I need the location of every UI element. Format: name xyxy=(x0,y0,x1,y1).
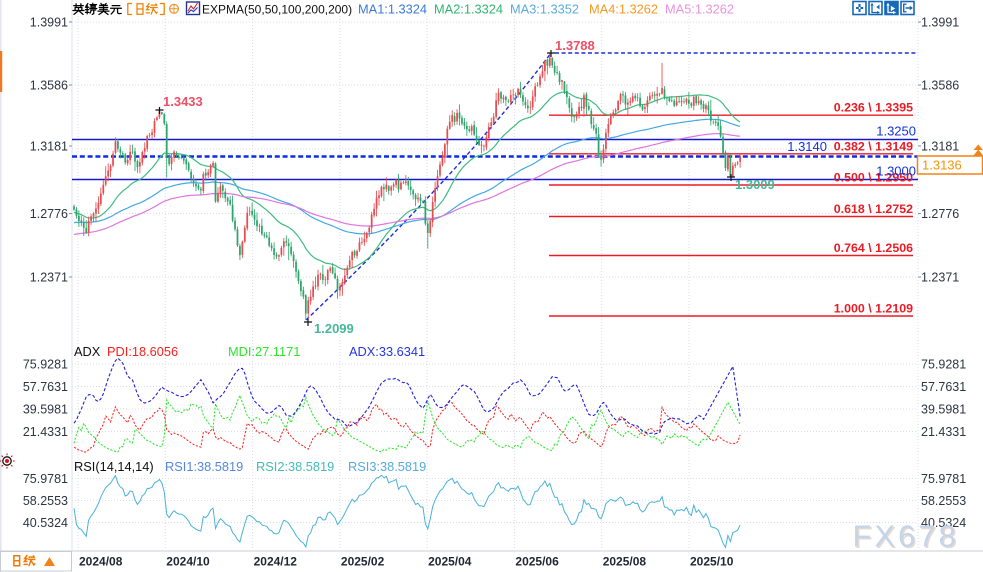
svg-text:1.3586: 1.3586 xyxy=(921,78,959,92)
svg-text:21.4331: 21.4331 xyxy=(921,425,966,439)
svg-text:1.3009: 1.3009 xyxy=(735,177,775,192)
svg-text:MDI:27.1171: MDI:27.1171 xyxy=(228,344,300,359)
svg-text:1.3250: 1.3250 xyxy=(876,124,916,139)
svg-text:39.5981: 39.5981 xyxy=(921,402,966,416)
svg-text:75.9781: 75.9781 xyxy=(23,472,68,486)
svg-text:1.3788: 1.3788 xyxy=(555,38,595,53)
svg-text:2024/08: 2024/08 xyxy=(79,555,123,569)
svg-text:EXPMA(50,50,100,200,200): EXPMA(50,50,100,200,200) xyxy=(202,3,352,17)
svg-text:1.3140: 1.3140 xyxy=(787,139,827,154)
svg-text:RSI1:38.5819: RSI1:38.5819 xyxy=(165,459,243,474)
svg-text:57.7631: 57.7631 xyxy=(921,380,966,394)
svg-text:FX678: FX678 xyxy=(854,520,960,555)
svg-text:1.2371: 1.2371 xyxy=(921,270,959,284)
svg-text:0.382 \ 1.3149: 0.382 \ 1.3149 xyxy=(834,139,913,153)
svg-text:FX678: FX678 xyxy=(853,519,959,554)
svg-text:39.5981: 39.5981 xyxy=(23,402,68,416)
svg-text:75.9281: 75.9281 xyxy=(921,357,966,371)
svg-text:1.3991: 1.3991 xyxy=(921,15,959,29)
svg-text:2024/12: 2024/12 xyxy=(254,555,298,569)
svg-text:1.2776: 1.2776 xyxy=(30,207,68,221)
svg-text:0.236 \ 1.3395: 0.236 \ 1.3395 xyxy=(834,101,913,115)
svg-text:RSI(14,14,14): RSI(14,14,14) xyxy=(74,459,154,474)
svg-text:1.2371: 1.2371 xyxy=(30,270,68,284)
svg-text:1.3181: 1.3181 xyxy=(30,139,68,153)
svg-text:2025/02: 2025/02 xyxy=(341,555,385,569)
svg-text:1.3181: 1.3181 xyxy=(921,139,959,153)
svg-text:2025/06: 2025/06 xyxy=(515,555,559,569)
svg-text:2025/10: 2025/10 xyxy=(690,555,734,569)
svg-text:40.5324: 40.5324 xyxy=(23,516,68,530)
svg-text:75.9781: 75.9781 xyxy=(921,472,966,486)
svg-text:MA5:1.3262: MA5:1.3262 xyxy=(665,2,734,17)
svg-text:ADX: ADX xyxy=(74,344,101,359)
svg-text:1.2099: 1.2099 xyxy=(314,321,354,336)
svg-text:RSI3:38.5819: RSI3:38.5819 xyxy=(348,459,426,474)
svg-text:75.9281: 75.9281 xyxy=(23,357,68,371)
svg-text:58.2553: 58.2553 xyxy=(921,494,966,508)
svg-text:2025/08: 2025/08 xyxy=(603,555,647,569)
svg-text:1.3136: 1.3136 xyxy=(922,158,962,173)
svg-text:1.3586: 1.3586 xyxy=(30,78,68,92)
svg-text:MA2:1.3324: MA2:1.3324 xyxy=(434,2,503,17)
svg-text:MA1:1.3324: MA1:1.3324 xyxy=(358,2,427,17)
svg-text:57.7631: 57.7631 xyxy=(23,380,68,394)
svg-text:0.500 \ 1.2950: 0.500 \ 1.2950 xyxy=(834,171,913,185)
svg-text:1.2776: 1.2776 xyxy=(921,207,959,221)
svg-text:MA3:1.3352: MA3:1.3352 xyxy=(510,2,579,17)
svg-text:58.2553: 58.2553 xyxy=(23,494,68,508)
svg-text:PDI:18.6056: PDI:18.6056 xyxy=(107,344,178,359)
svg-text:2025/04: 2025/04 xyxy=(428,555,472,569)
svg-text:1.3000: 1.3000 xyxy=(876,164,916,179)
svg-text:0.618 \ 1.2752: 0.618 \ 1.2752 xyxy=(834,202,913,216)
svg-text:ADX:33.6341: ADX:33.6341 xyxy=(349,344,425,359)
svg-text:0.764 \ 1.2506: 0.764 \ 1.2506 xyxy=(834,241,913,255)
svg-text:MA4:1.3262: MA4:1.3262 xyxy=(589,2,658,17)
svg-text:2024/10: 2024/10 xyxy=(166,555,210,569)
svg-text:RSI2:38.5819: RSI2:38.5819 xyxy=(256,459,334,474)
svg-text:1.000 \ 1.2109: 1.000 \ 1.2109 xyxy=(834,302,913,316)
svg-text:21.4331: 21.4331 xyxy=(23,425,68,439)
svg-text:1.3991: 1.3991 xyxy=(30,15,68,29)
svg-text:40.5324: 40.5324 xyxy=(921,516,966,530)
svg-text:1.3433: 1.3433 xyxy=(163,94,203,109)
